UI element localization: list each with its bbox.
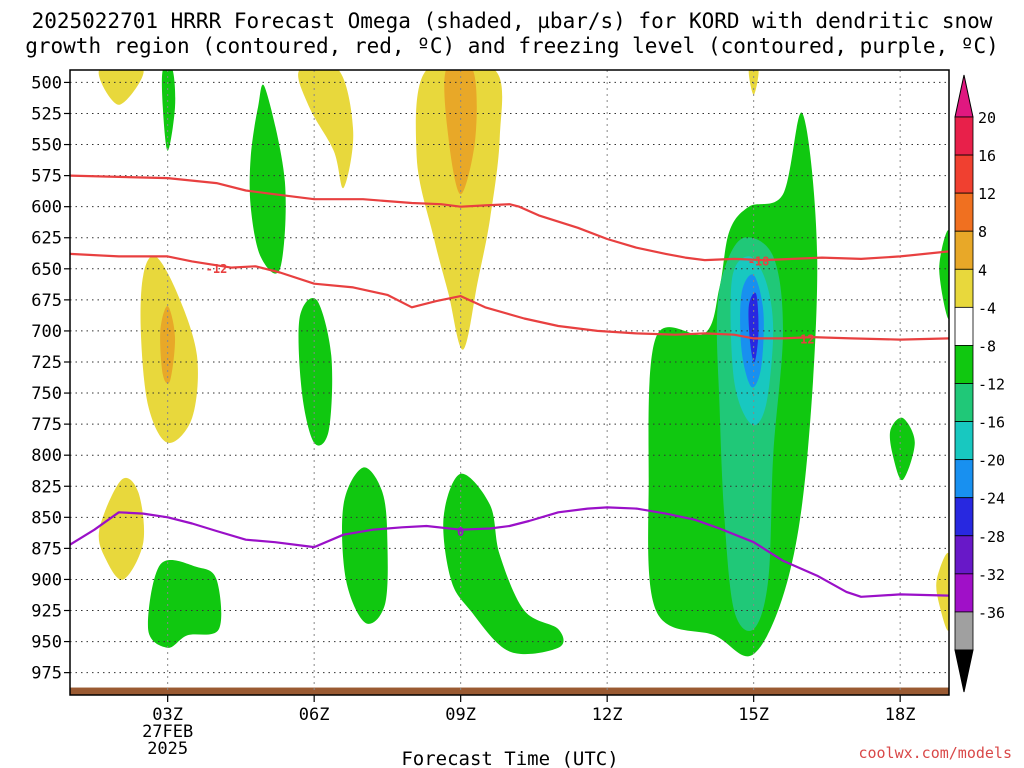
x-tick-sublabel-0: 27FEB (142, 722, 193, 742)
colorbar-segment-11 (954, 535, 974, 575)
colorbar-top-arrow (954, 74, 974, 118)
omega-area-10 (98, 477, 145, 580)
grid (70, 70, 949, 695)
omega-area-8 (160, 306, 176, 384)
x-tick-label-15Z: 15Z (738, 705, 769, 725)
plot-frame (69, 69, 950, 696)
x-tick-label-12Z: 12Z (592, 705, 623, 725)
colorbar-label-6: -8 (978, 337, 996, 355)
colorbar-segment-1 (954, 154, 974, 194)
contour-label-0: -12 (206, 262, 228, 276)
colorbar-segment-2 (954, 192, 974, 232)
x-axis-label: Forecast Time (UTC) (401, 748, 618, 768)
omega-area-2 (249, 84, 286, 274)
colorbar-label-11: -28 (978, 528, 1005, 546)
colorbar-bottom-arrow (954, 649, 974, 693)
y-tick-label-500: 500 (31, 73, 62, 93)
chart-title: 2025022701 HRRR Forecast Omega (shaded, … (25, 9, 999, 58)
y-tick-label-800: 800 (31, 446, 62, 466)
y-tick-label-525: 525 (31, 104, 62, 124)
contour-label-2: 12 (800, 333, 814, 347)
contour-label-1: -18 (748, 254, 770, 268)
contour-line-2 (70, 506, 949, 598)
contour-line-1 (70, 252, 949, 341)
y-tick-label-725: 725 (31, 353, 62, 373)
y-axis: 500 525 550 575 600 625 650 675 700 725 750 775 800 8… (31, 73, 70, 684)
y-tick-label-700: 700 (31, 322, 62, 342)
omega-area-19 (889, 417, 915, 481)
y-tick-label-900: 900 (31, 570, 62, 590)
ground-strip (70, 687, 949, 695)
omega-area-4 (415, 70, 503, 350)
y-tick-label-675: 675 (31, 291, 62, 311)
x-tick-sublabel-1: 2025 (147, 739, 188, 759)
y-tick-label-600: 600 (31, 198, 62, 218)
omega-area-11 (147, 560, 222, 648)
x-tick-label-18Z: 18Z (885, 705, 916, 725)
y-tick-label-825: 825 (31, 477, 62, 497)
y-tick-label-975: 975 (31, 664, 62, 684)
omega-area-3 (298, 70, 354, 189)
y-tick-label-775: 775 (31, 415, 62, 435)
colorbar-label-13: -36 (978, 604, 1005, 622)
y-tick-label-550: 550 (31, 136, 62, 156)
y-tick-label-625: 625 (31, 229, 62, 249)
x-tick-label-09Z: 09Z (445, 705, 476, 725)
y-tick-label-925: 925 (31, 602, 62, 622)
y-tick-label-875: 875 (31, 539, 62, 559)
colorbar-segment-6 (954, 345, 974, 384)
colorbar-segment-3 (954, 230, 974, 270)
title-line-1: 2025022701 HRRR Forecast Omega (shaded, … (32, 9, 993, 33)
title-line-2: growth region (contoured, red, ºC) and f… (25, 34, 999, 58)
ground-layer (70, 687, 949, 695)
credit-text: coolwx.com/models (858, 744, 1012, 762)
omega-area-13 (443, 473, 564, 655)
omega-area-9 (298, 297, 333, 446)
colorbar-segment-4 (954, 268, 974, 308)
y-tick-label-950: 950 (31, 633, 62, 653)
colorbar-label-5: -4 (978, 299, 996, 317)
contour-label-3: 0 (457, 525, 464, 539)
y-tick-label-850: 850 (31, 508, 62, 528)
colorbar-label-12: -32 (978, 566, 1005, 584)
x-tick-label-06Z: 06Z (299, 705, 330, 725)
colorbar-label-9: -20 (978, 452, 1005, 470)
colorbar-segment-0 (954, 116, 974, 156)
colorbar-segment-9 (954, 459, 974, 499)
colorbar-label-2: 12 (978, 185, 996, 203)
colorbar-segment-8 (954, 421, 974, 461)
colorbar: 20 16 12 8 4 -4 -8 -12 -16 -20 -24 -28 -32 -36 (954, 74, 1005, 693)
omega-area-5 (444, 70, 477, 195)
temperature-contours (70, 174, 949, 598)
y-tick-label-575: 575 (31, 167, 62, 187)
colorbar-label-4: 4 (978, 261, 987, 279)
colorbar-label-8: -16 (978, 414, 1005, 432)
contour-line-0 (70, 174, 949, 262)
y-tick-label-750: 750 (31, 384, 62, 404)
y-tick-label-650: 650 (31, 260, 62, 280)
omega-area-21 (936, 552, 949, 631)
colorbar-label-7: -12 (978, 376, 1005, 394)
colorbar-segment-7 (954, 383, 974, 422)
x-tick-label-03Z: 03Z (152, 705, 183, 725)
colorbar-label-10: -24 (978, 490, 1005, 508)
colorbar-segment-5 (954, 306, 974, 346)
omega-area-1 (161, 70, 176, 151)
colorbar-segment-12 (954, 573, 974, 613)
omega-area-12 (342, 467, 388, 624)
colorbar-label-3: 8 (978, 223, 987, 241)
omega-area-18 (748, 292, 759, 363)
colorbar-segment-10 (954, 497, 974, 537)
contour-labels: -12 -18 12 0 (206, 254, 815, 539)
colorbar-label-1: 16 (978, 147, 996, 165)
omega-area-0 (98, 70, 144, 105)
colorbar-label-0: 20 (978, 109, 996, 127)
colorbar-segment-13 (954, 611, 974, 651)
